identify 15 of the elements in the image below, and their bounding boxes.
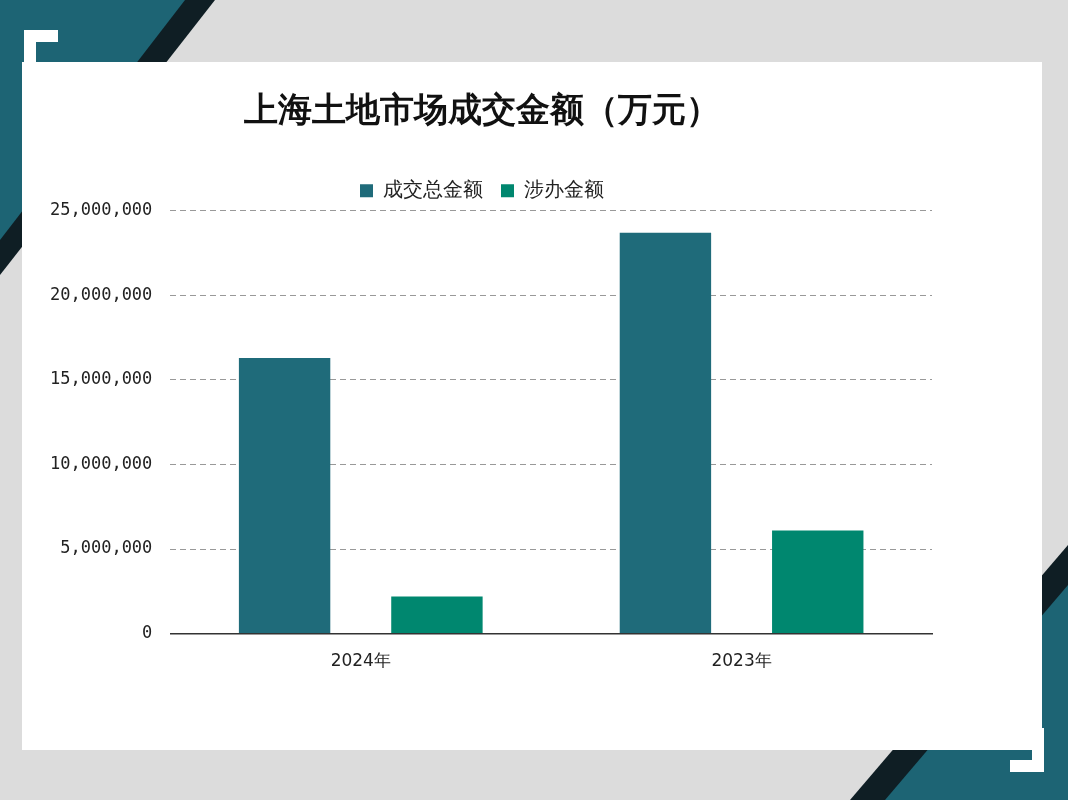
y-tick-label: 15,000,000 <box>49 368 153 389</box>
bar <box>391 596 483 634</box>
y-tick-label: 10,000,000 <box>49 452 153 473</box>
legend-label: 涉办金额 <box>524 177 604 201</box>
y-tick-label: 20,000,000 <box>49 283 153 304</box>
legend-label: 成交总金额 <box>383 177 483 201</box>
x-tick-label: 2023年 <box>711 650 772 671</box>
bar <box>238 357 331 634</box>
y-tick-label: 25,000,000 <box>49 199 153 220</box>
x-tick-label: 2024年 <box>330 650 391 671</box>
y-tick-label: 0 <box>142 622 153 643</box>
bar <box>772 530 864 634</box>
y-tick-label: 5,000,000 <box>60 537 153 558</box>
chart-title: 上海土地市场成交金额（万元） <box>243 89 720 130</box>
bar <box>619 232 712 634</box>
